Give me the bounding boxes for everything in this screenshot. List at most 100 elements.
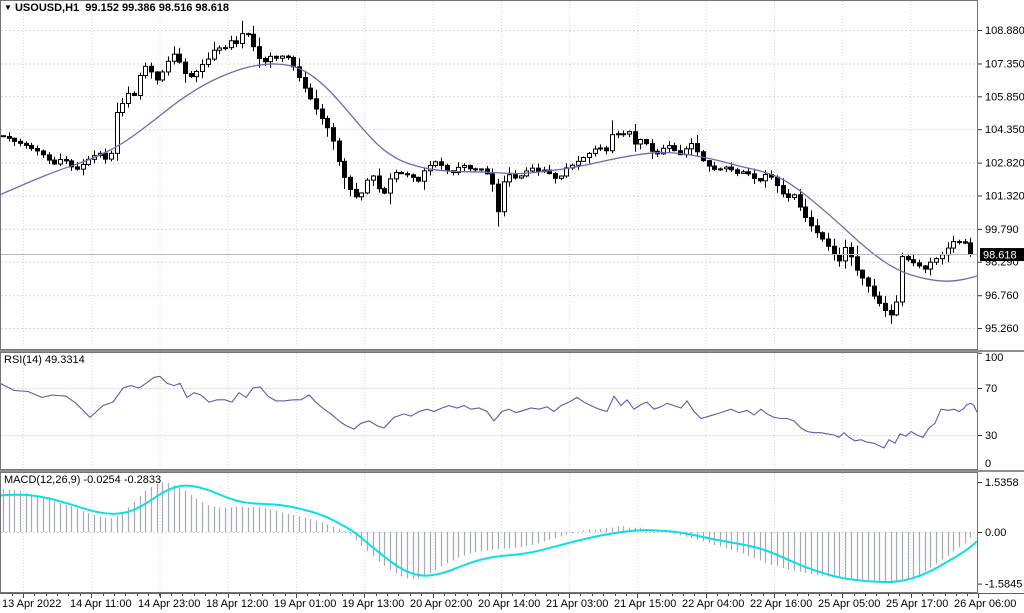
time-minor-tick [353,594,354,596]
candle-up [593,148,598,154]
candle-down [752,173,757,180]
time-minor-tick [865,594,866,596]
candle-up [388,178,393,194]
candle-up [126,92,131,105]
time-minor-tick [46,594,47,596]
axis-tick-label: 101.320 [985,190,1024,202]
candle-up [223,47,228,50]
candle-up [428,164,433,172]
candle-down [325,118,330,129]
candle-down [468,165,473,170]
time-axis[interactable]: 13 Apr 2022 14 Apr 11:00 14 Apr 23:00 18 Ap… [0,593,1024,613]
candle-down [149,65,154,73]
candle-up [661,147,666,155]
candle-down [7,136,12,139]
rsi-indicator-label: RSI(14) 49.3314 [4,354,85,366]
price-chart-panel[interactable]: 108.880 107.350 105.850 104.350 102.820 101.3… [0,0,1024,350]
rsi-chart-canvas[interactable]: 100 70 30 0 [0,352,1024,470]
time-minor-tick [933,594,934,596]
macd-chart-canvas[interactable]: 1.5358 0.00 -1.5845 [0,472,1024,593]
price-chart-canvas[interactable]: 108.880 107.350 105.850 104.350 102.820 101.3… [0,0,1024,350]
rsi-panel[interactable]: 100 70 30 0 RSI(14) 49.3314 [0,352,1024,470]
candle-down [257,46,262,60]
candle-down [621,133,626,136]
candle-up [519,175,524,179]
time-axis-label: 14 Apr 23:00 [138,598,201,610]
candle-up [456,166,461,174]
candle-down [69,160,74,168]
candle-down [439,161,444,166]
time-minor-tick [524,594,525,596]
macd-panel[interactable]: 1.5358 0.00 -1.5845 MACD(12,26,9) -0.0254 … [0,472,1024,593]
candle-down [735,169,740,174]
candle-down [445,164,450,172]
candle-up [581,156,586,162]
candle-down [286,55,291,59]
candle-down [758,178,763,182]
time-minor-tick [148,594,149,596]
time-minor-tick [159,594,160,596]
time-major-tick [91,594,92,598]
time-minor-tick [80,594,81,596]
candle-down [29,144,34,150]
macd-values: -0.0254 -0.2833 [83,474,162,486]
time-minor-tick [182,594,183,596]
axis-tick-label: 0.00 [985,527,1006,539]
time-minor-tick [819,594,820,596]
candle-down [263,58,268,63]
symbol-timeframe-label: USOUSD,H1 [14,2,80,14]
candle-up [109,152,114,160]
candle-up [689,143,694,150]
candle-down [354,188,359,198]
candle-up [138,75,143,96]
macd-signal-line [0,484,978,584]
time-axis-label: 14 Apr 11:00 [70,598,132,610]
candle-up [280,55,285,59]
candle-up [559,175,564,179]
candle-down [320,108,325,120]
candle-down [348,176,353,190]
candle-up [143,65,148,77]
candle-up [946,247,951,256]
candle-down [132,92,137,96]
candle-up [433,161,438,166]
candle-down [377,175,382,190]
time-minor-tick [763,594,764,596]
time-minor-tick [285,594,286,596]
time-minor-tick [649,594,650,596]
candle-up [217,47,222,51]
axis-tick-label: 70 [985,383,997,395]
candle-up [598,147,603,150]
candle-down [155,71,160,81]
candle-down [695,143,700,153]
candle-down [553,173,558,179]
time-axis-label: 22 Apr 16:00 [750,598,813,610]
candle-down [41,150,46,156]
candle-up [900,256,905,303]
moving-average-line [1,63,977,282]
candle-down [12,137,17,142]
time-minor-tick [342,594,343,596]
candle-up [667,145,672,149]
candle-up [160,71,165,81]
candle-down [35,148,40,152]
candle-down [496,183,501,213]
time-major-tick [842,594,843,598]
candle-down [820,232,825,240]
symbol-dropdown-icon[interactable]: ▼ [4,3,12,12]
candle-up [115,111,120,154]
candle-down [24,142,29,146]
panel-splitter-2[interactable] [0,470,1024,472]
time-minor-tick [672,594,673,596]
candle-down [246,33,251,36]
time-minor-tick [660,594,661,596]
time-minor-tick [512,594,513,596]
candle-up [587,152,592,158]
time-axis-label: 19 Apr 01:00 [274,598,337,610]
panel-splitter-1[interactable] [0,350,1024,352]
macd-indicator-label: MACD(12,26,9) -0.0254 -0.2833 [4,474,161,486]
time-major-tick [569,594,570,598]
axis-tick-label: 95.260 [985,323,1019,335]
candle-down [47,154,52,161]
time-minor-tick [455,594,456,596]
